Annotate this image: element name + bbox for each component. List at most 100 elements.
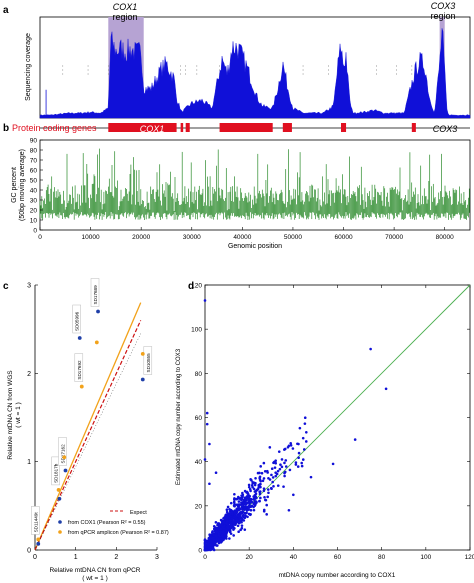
panel-d-letter: d xyxy=(188,281,194,292)
d-point xyxy=(283,471,286,475)
c-ytick-label: 2 xyxy=(27,371,31,378)
cox1-point xyxy=(63,468,68,473)
d-point xyxy=(245,495,249,498)
d-point xyxy=(247,483,251,487)
d-point xyxy=(214,534,218,537)
d-point xyxy=(252,502,256,506)
d-xtick-label: 100 xyxy=(420,554,431,561)
d-point xyxy=(234,515,238,518)
legend-qpcr-label: from qPCR amplicon (Pearson R² = 0.87) xyxy=(68,530,169,536)
d-point xyxy=(244,501,247,504)
d-point xyxy=(258,490,262,493)
legend-cox1-label: from COX1 (Pearson R² = 0.55) xyxy=(68,520,146,526)
d-point xyxy=(232,522,236,526)
d-point xyxy=(278,467,282,471)
d-point xyxy=(253,494,257,497)
d-point xyxy=(271,476,275,479)
d-point xyxy=(252,487,256,491)
c-xtick-label: 2 xyxy=(114,554,118,561)
qpcr-point xyxy=(56,488,61,492)
sample-label-box xyxy=(143,346,153,375)
d-xtick-label: 0 xyxy=(203,554,207,561)
gc-ylabel-1: GC percent xyxy=(11,167,18,203)
gene-block-5 xyxy=(282,123,292,132)
d-point xyxy=(211,536,214,540)
c-ytick-label: 3 xyxy=(27,283,31,290)
d-point xyxy=(298,426,302,430)
d-point xyxy=(259,496,262,500)
panel-c-points xyxy=(36,309,145,546)
d-point xyxy=(227,516,231,520)
d-point xyxy=(227,526,230,530)
cox1-region-title: COX1 xyxy=(113,2,138,12)
d-point xyxy=(270,473,273,477)
cox3-region-title: COX3 xyxy=(431,1,456,11)
panel-c-axes: 0 1 2 3 0 1 2 3 xyxy=(27,283,159,562)
legend-expect-label: Expect xyxy=(130,510,147,516)
d-point xyxy=(265,503,268,507)
d-point xyxy=(230,517,234,520)
cox1-point xyxy=(36,541,41,546)
d-point xyxy=(207,547,211,550)
gene-block-1 xyxy=(108,123,177,132)
gc-ytick-label: 70 xyxy=(30,158,38,165)
d-point xyxy=(226,505,230,509)
d-ytick-label: 120 xyxy=(191,283,202,290)
d-point xyxy=(243,489,247,493)
d-point xyxy=(231,520,235,524)
gc-ytick-label: 40 xyxy=(30,188,38,195)
d-point xyxy=(210,531,214,534)
panel-gc: 0 10 20 30 40 50 60 70 80 90 0 10000 20000 30000 4000… xyxy=(11,138,471,250)
sample-label-group: SD10555 xyxy=(143,346,153,375)
cox1-point xyxy=(96,309,100,314)
d-point xyxy=(263,495,266,499)
d-point xyxy=(284,465,288,468)
d-point xyxy=(265,469,269,473)
d-point xyxy=(203,541,207,544)
d-point xyxy=(205,548,208,552)
d-point xyxy=(238,516,241,519)
d-point xyxy=(237,506,240,509)
panel-d-ticks: 0 20 40 60 80 100 120 0 20 40 60 80 100 120 xyxy=(191,283,474,562)
d-point xyxy=(226,524,230,528)
d-point xyxy=(258,499,261,503)
d-point xyxy=(229,519,232,522)
d-point xyxy=(266,488,270,491)
d-point xyxy=(283,461,286,465)
gc-ytick-label: 60 xyxy=(30,168,38,175)
d-point xyxy=(238,519,241,523)
d-point xyxy=(283,448,286,451)
gc-ytick-label: 80 xyxy=(30,148,38,155)
d-outlier-point xyxy=(205,411,209,415)
d-point xyxy=(248,513,252,517)
d-point xyxy=(280,458,284,461)
d-point xyxy=(243,508,247,511)
d-point xyxy=(256,487,260,491)
d-point xyxy=(206,544,210,548)
d-point xyxy=(222,531,226,535)
d-xtick-label: 40 xyxy=(290,554,298,561)
d-point xyxy=(239,512,242,516)
d-point xyxy=(273,461,277,464)
d-point xyxy=(240,494,243,497)
sample-label-box xyxy=(51,456,60,486)
d-xtick-label: 120 xyxy=(465,554,474,561)
sample-label-box xyxy=(90,278,100,307)
sample-label-group: SD17689 xyxy=(90,278,100,307)
d-point xyxy=(289,444,293,447)
d-point xyxy=(258,475,262,479)
cox1-point xyxy=(77,336,82,340)
coverage-series xyxy=(39,28,471,119)
d-point xyxy=(305,431,308,434)
d-point xyxy=(286,445,290,449)
cox1-point xyxy=(140,377,145,382)
d-point xyxy=(253,483,257,487)
d-point xyxy=(241,514,245,518)
c-xtick-label: 3 xyxy=(155,554,159,561)
sample-label-text: SD10555 xyxy=(146,353,151,373)
d-point xyxy=(288,468,292,472)
d-xtick-label: 60 xyxy=(334,554,342,561)
d-outlier-point xyxy=(309,475,313,479)
d-point xyxy=(215,530,218,533)
